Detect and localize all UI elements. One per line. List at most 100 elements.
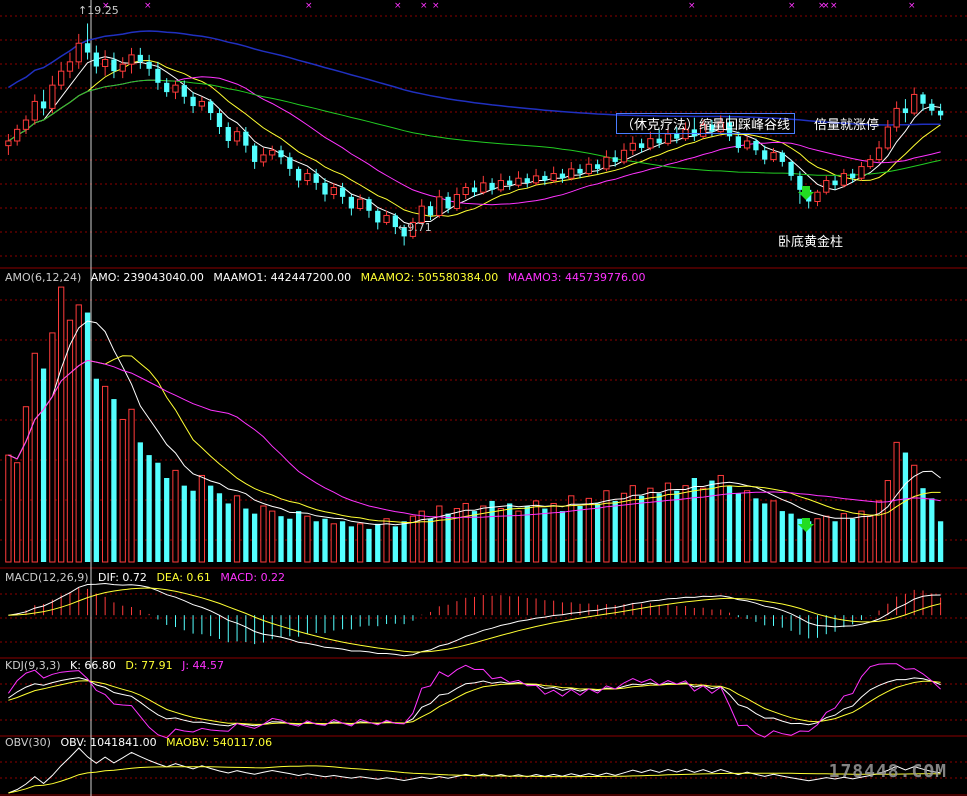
macd-panel[interactable] <box>8 582 942 657</box>
amo-bar <box>717 474 724 563</box>
amo-bar <box>762 503 768 562</box>
amo-bar <box>823 515 830 563</box>
candle-body <box>243 131 249 146</box>
amo-bar <box>726 485 733 562</box>
watermark: 178448.COM <box>828 761 947 782</box>
amo-bar <box>559 511 566 562</box>
candle-body <box>119 63 126 72</box>
amo-bar <box>357 523 364 563</box>
event-marker: × <box>818 1 826 11</box>
candle-body <box>674 134 680 139</box>
event-marker: × <box>144 1 152 11</box>
candle-body <box>937 110 944 116</box>
candle-body <box>700 124 707 137</box>
amo-bar <box>884 480 891 563</box>
candle-body <box>40 101 47 109</box>
amo-bar <box>31 352 38 563</box>
candle-body <box>832 180 838 186</box>
obv-legend: OBV(30) OBV: 1041841.00 MAOBV: 540117.06 <box>5 736 278 749</box>
candle-body <box>471 187 478 193</box>
amo-bar <box>867 515 874 563</box>
candle-body <box>577 168 583 174</box>
candle-body <box>532 175 540 184</box>
amo-bar <box>709 480 715 562</box>
amo-bar <box>920 488 926 562</box>
candle-body <box>929 103 935 111</box>
candle-body <box>858 166 865 179</box>
event-marker: × <box>102 1 110 11</box>
candle-body <box>322 182 328 195</box>
amo-bar <box>119 418 126 563</box>
candle-body <box>436 196 443 216</box>
candle-body <box>164 82 170 93</box>
amo-bar <box>656 493 662 562</box>
candle-body <box>366 199 372 211</box>
amo-bar <box>779 511 785 562</box>
candle-body <box>357 198 364 209</box>
amo-bar <box>770 500 777 563</box>
candle-body <box>814 191 821 202</box>
obv-line <box>8 747 941 794</box>
amo-bar <box>480 505 487 563</box>
amo-bar <box>392 526 398 562</box>
candle-body <box>401 227 407 237</box>
amo-bar <box>753 498 759 562</box>
candle-body <box>691 129 697 137</box>
candle-body <box>480 182 487 193</box>
amo-bar <box>401 521 407 562</box>
candle-body <box>603 156 610 170</box>
amo-bar <box>788 513 794 562</box>
k-value: K: 66.80 <box>70 659 116 672</box>
amo-bar <box>850 518 856 562</box>
event-marker: × <box>830 1 838 11</box>
event-marker: × <box>788 1 796 11</box>
candle-body <box>656 138 662 144</box>
candle-body <box>507 180 513 186</box>
amo-bar <box>418 510 425 563</box>
price-panel[interactable] <box>5 23 944 246</box>
amo-bar <box>128 408 135 563</box>
amo-bar <box>190 490 196 562</box>
amo-bar <box>295 511 302 562</box>
amo-bar <box>366 528 372 562</box>
candle-body <box>5 140 12 147</box>
amo-arrow-icon <box>798 518 814 532</box>
candle-body <box>770 152 777 161</box>
maobv-line <box>8 765 941 794</box>
kdj-panel[interactable] <box>7 663 941 739</box>
amo-bar <box>832 521 838 562</box>
j-value: J: 44.57 <box>182 659 225 672</box>
candle-body <box>304 173 311 182</box>
amo-bar <box>14 462 21 563</box>
candle-body <box>101 59 109 68</box>
amo-bar <box>84 312 91 562</box>
candle-body <box>22 119 30 130</box>
candle-body <box>137 54 143 62</box>
maamo1-value: MAAMO1: 442447200.00 <box>213 271 352 284</box>
amo-bar <box>620 492 628 563</box>
amo-bar <box>304 515 311 563</box>
amo-bar <box>66 319 74 563</box>
k-line <box>8 677 941 727</box>
amo-bar <box>585 497 592 563</box>
amo-bar <box>893 441 900 563</box>
amo-bar <box>208 485 214 562</box>
obv-panel[interactable] <box>8 747 941 794</box>
amo-bar <box>929 498 935 562</box>
candle-body <box>585 163 592 175</box>
dea-value: DEA: 0.61 <box>156 571 211 584</box>
candle-body <box>348 196 355 209</box>
candle-body <box>867 159 874 168</box>
amo-panel[interactable] <box>5 286 944 563</box>
amo-bar <box>471 511 478 562</box>
candle-body <box>497 180 505 191</box>
candle-body <box>709 124 715 132</box>
candle-body <box>172 84 179 93</box>
amo-bar <box>375 523 381 562</box>
amo-bar <box>814 518 821 563</box>
candle-body <box>568 168 575 179</box>
buy-arrow-icon <box>798 186 814 200</box>
maamo3-value: MAAMO3: 445739776.00 <box>507 271 646 284</box>
amo-bar <box>233 495 241 563</box>
